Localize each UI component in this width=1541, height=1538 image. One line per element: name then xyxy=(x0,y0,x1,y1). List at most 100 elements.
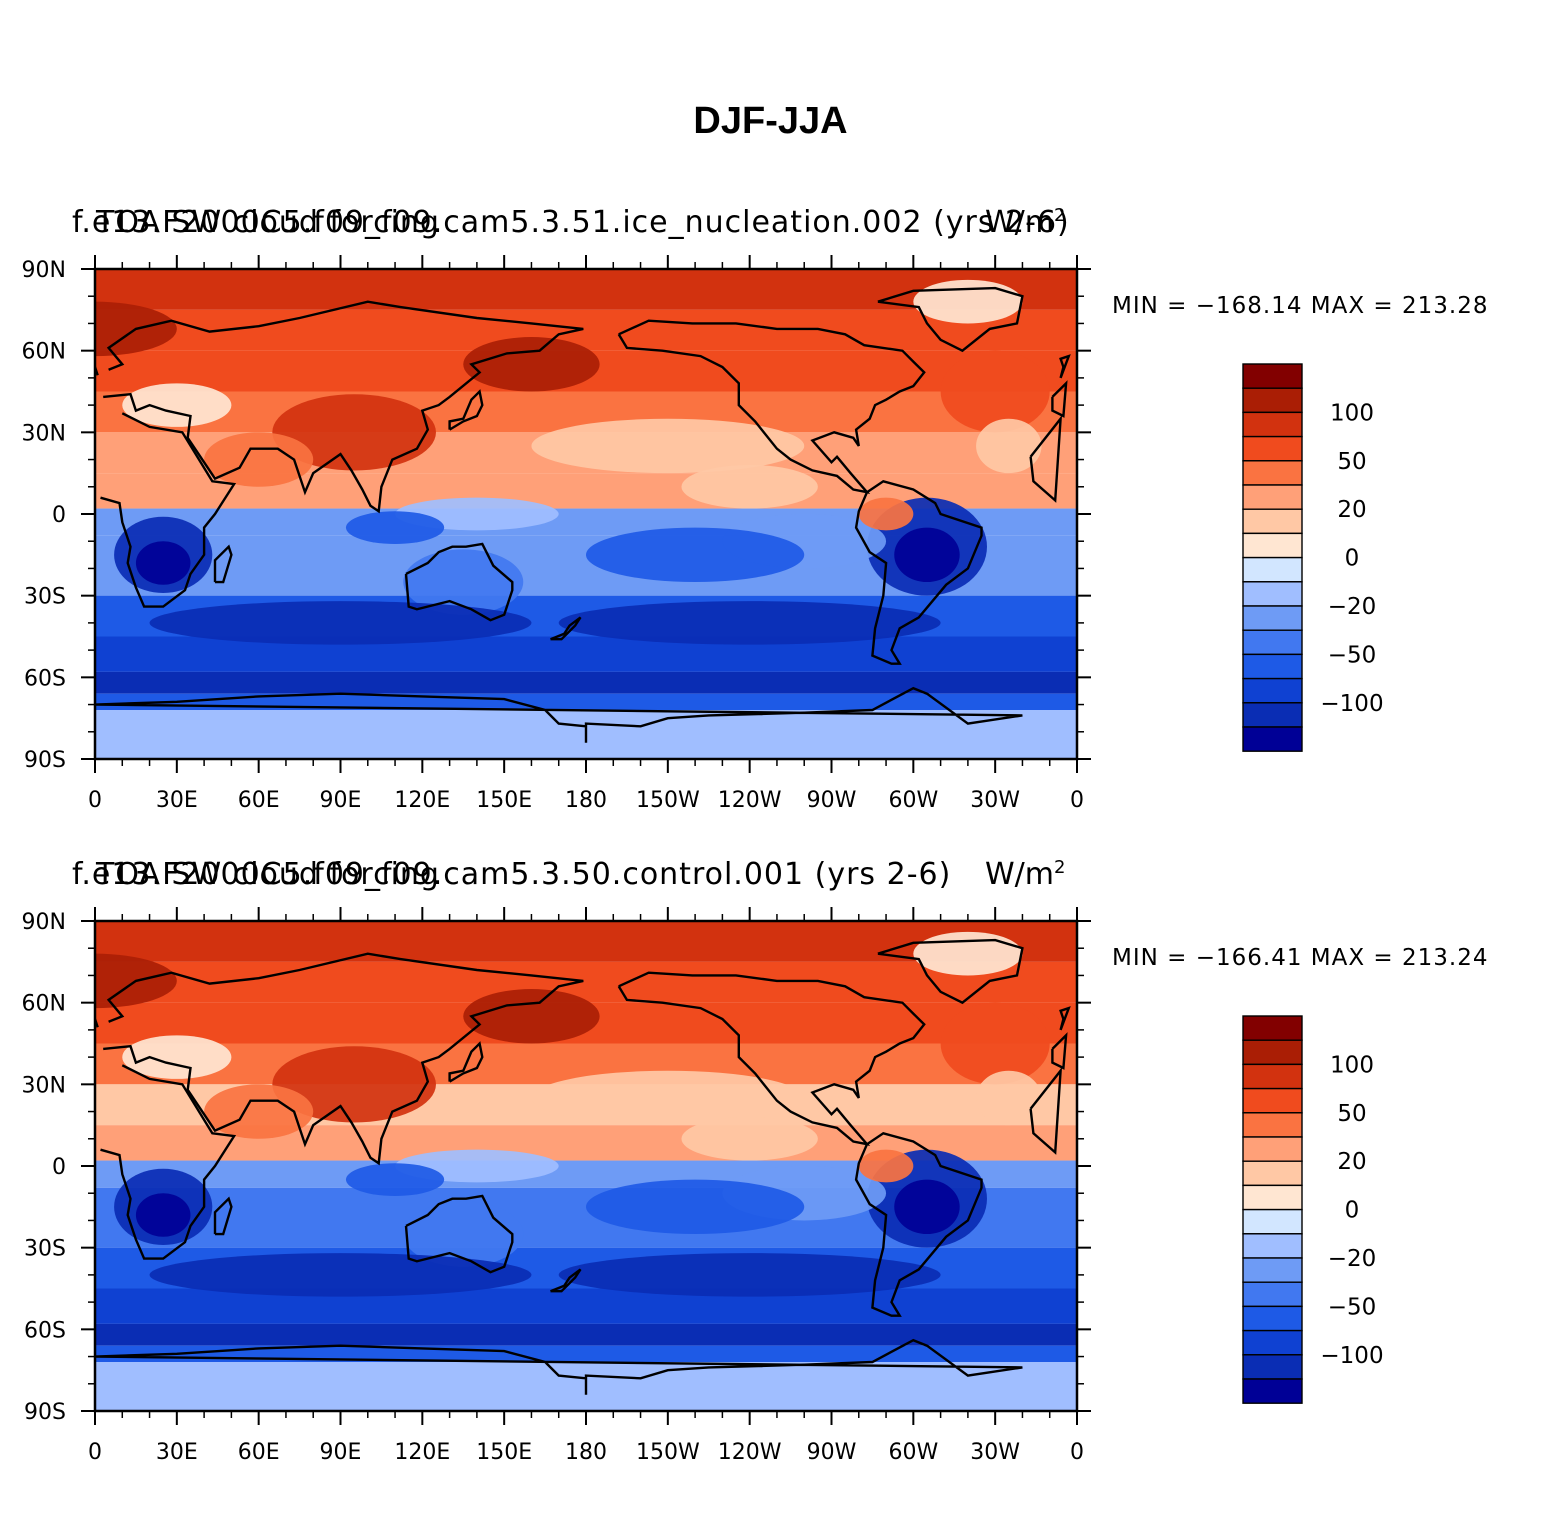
colorbar-box xyxy=(1242,702,1303,728)
panel-title: f.e13.F2000C5.f09_f09.cam5.3.50.control.… xyxy=(72,857,951,892)
map-panel-ice-nucleation: f.e13.F2000C5.f09_f09.cam5.3.51.ice_nucl… xyxy=(0,205,1541,845)
coastlines xyxy=(95,286,1071,743)
colorbar-label: 0 xyxy=(1345,546,1360,572)
lat-label: 30S xyxy=(24,585,66,610)
field-feature xyxy=(940,350,1050,433)
lon-label: 60E xyxy=(238,788,280,813)
coastline-namerica xyxy=(617,971,926,1147)
field-feature xyxy=(558,601,941,645)
colorbar-box xyxy=(1242,581,1303,607)
coastline-eurasia-east xyxy=(103,952,584,1166)
lat-label: 60N xyxy=(22,340,66,365)
lon-label: 90W xyxy=(807,788,857,813)
field-feature xyxy=(681,1117,818,1161)
field-feature xyxy=(913,279,1023,324)
colorbar-box xyxy=(1242,411,1303,438)
colorbar-label: −100 xyxy=(1320,1343,1383,1369)
field-feature xyxy=(894,527,960,583)
lon-label: 30E xyxy=(156,1440,198,1465)
field-feature xyxy=(463,337,600,392)
field-feature xyxy=(558,1253,941,1297)
coastline-australia xyxy=(404,542,514,622)
map-panel-control: f.e13.F2000C5.f09_f09.cam5.3.50.control.… xyxy=(0,857,1541,1497)
coastline-samerica xyxy=(854,479,983,665)
lat-label: 90N xyxy=(22,258,66,283)
colorbar-box xyxy=(1242,460,1303,486)
lon-label: 30W xyxy=(970,788,1020,813)
units-text: W/m xyxy=(985,205,1054,240)
lat-label: 90S xyxy=(24,1400,66,1425)
colorbar-label: −20 xyxy=(1328,594,1377,620)
field-feature xyxy=(272,1046,436,1123)
colorbar-box xyxy=(1242,1015,1303,1041)
coastline-greenland xyxy=(877,286,1024,353)
lat-label: 30N xyxy=(22,421,66,446)
forcing-field xyxy=(95,269,1077,759)
coastline-namerica xyxy=(617,319,926,495)
zone-band xyxy=(95,921,1077,962)
lon-label: 0 xyxy=(1070,788,1084,813)
lon-label: 30E xyxy=(156,788,198,813)
colorbar-box xyxy=(1242,484,1303,510)
coastline-madagascar xyxy=(213,544,233,584)
colorbar-box xyxy=(1242,363,1303,389)
panel-title-case: f.e13.F2000C5.f09_f09.cam5.3.51.ice_nucl… xyxy=(72,205,1070,240)
field-feature xyxy=(858,1149,914,1183)
coastline-madagascar xyxy=(213,1196,233,1236)
lon-label: 0 xyxy=(1070,1440,1084,1465)
lon-label: 150W xyxy=(636,788,700,813)
coastline-africa-west xyxy=(1029,414,1063,503)
units-superscript: 2 xyxy=(1054,205,1066,226)
field-feature xyxy=(204,1084,314,1139)
panel-title-case: f.e13.F2000C5.f09_f09.cam5.3.50.control.… xyxy=(72,857,952,892)
coastline-antarctica xyxy=(95,686,1023,743)
field-feature xyxy=(149,601,532,645)
colorbar-box xyxy=(1242,1305,1303,1332)
field-feature xyxy=(204,432,314,487)
lat-label: 60N xyxy=(22,992,66,1017)
lon-label: 90E xyxy=(320,788,362,813)
colorbar-box xyxy=(1242,1136,1303,1162)
colorbar-box xyxy=(1242,677,1303,704)
field-feature xyxy=(586,527,805,583)
coastline-africa-east xyxy=(100,412,237,608)
zone-band xyxy=(95,1288,1077,1324)
lon-label: 60W xyxy=(888,788,938,813)
zone-band xyxy=(95,1323,1077,1346)
forcing-field xyxy=(95,921,1077,1411)
colorbar-label: 50 xyxy=(1337,1101,1366,1127)
map-plot: 90N 60N 30N 0 30S 60S 90S 0 30E 60E 90E 120E 150E 180… xyxy=(22,907,1384,1465)
field-feature xyxy=(122,1035,232,1079)
colorbar: 100 50 20 0 −20 −50 −100 xyxy=(1242,1015,1384,1404)
field-feature xyxy=(272,394,436,471)
colorbar-label: −50 xyxy=(1328,1294,1377,1320)
zone-band xyxy=(95,636,1077,672)
colorbar-box xyxy=(1242,653,1303,680)
lon-label: 150W xyxy=(636,1440,700,1465)
colorbar-box xyxy=(1242,1281,1303,1308)
panel-title: f.e13.F2000C5.f09_f09.cam5.3.51.ice_nucl… xyxy=(72,205,1070,240)
colorbar-box xyxy=(1242,1184,1303,1211)
zone-band xyxy=(95,309,1077,351)
colorbar-box xyxy=(1242,726,1303,752)
coastline-australia xyxy=(404,1194,514,1274)
lon-label: 150E xyxy=(476,1440,532,1465)
lat-label: 90N xyxy=(22,910,66,935)
colorbar-box xyxy=(1242,508,1303,535)
min-max-label: MIN = −168.14 MAX = 213.28 xyxy=(1112,293,1489,319)
field-feature xyxy=(135,541,191,585)
zone-band xyxy=(95,961,1077,1003)
coastline-uk-west xyxy=(1059,354,1071,379)
zone-band xyxy=(95,671,1077,694)
field-feature xyxy=(345,511,445,544)
colorbar-box xyxy=(1242,556,1303,583)
lat-label: 0 xyxy=(52,1155,66,1180)
coastline-africa-west xyxy=(1029,1066,1063,1155)
colorbar-box xyxy=(1242,1208,1303,1235)
coastline-japan xyxy=(448,1041,484,1083)
colorbar-box xyxy=(1242,1233,1303,1259)
lon-label: 60W xyxy=(888,1440,938,1465)
lon-label: 180 xyxy=(565,1440,607,1465)
colorbar-box xyxy=(1242,1329,1303,1356)
lon-label: 120E xyxy=(394,788,450,813)
